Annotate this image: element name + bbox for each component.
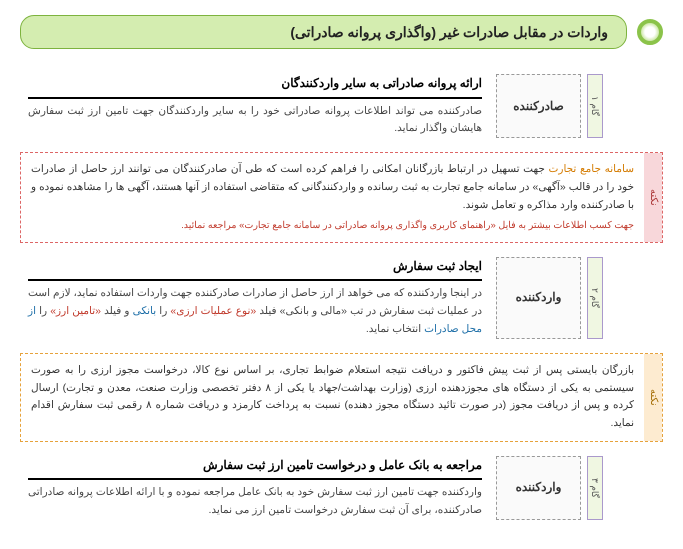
step-content: مراجعه به بانک عامل و درخواست تامین ارز … [20,456,490,520]
step-title: مراجعه به بانک عامل و درخواست تامین ارز … [28,456,482,480]
step-body: در اینجا واردکننده که می خواهد از ارز حا… [28,285,482,339]
step-role-box: واردکننده [496,257,581,339]
step-body: صادرکننده می تواند اطلاعات پروانه صادرات… [28,103,482,139]
step-content: ایجاد ثبت سفارش در اینجا واردکننده که می … [20,257,490,339]
step-body: واردکننده جهت تامین ارز ثبت سفارش خود به… [28,484,482,520]
header-bullet-icon [637,19,663,45]
step-row: گام ۲ واردکننده ایجاد ثبت سفارش در اینجا وا… [20,257,603,339]
note-tab: نکته [644,153,662,242]
step-number-tab: گام ۲ [587,257,603,339]
note-body: سامانه جامع تجارت جهت تسهیل در ارتباط با… [21,153,644,242]
step-title: ایجاد ثبت سفارش [28,257,482,281]
page-header: واردات در مقابل صادرات غیر (واگذاری پروا… [20,15,663,49]
note-tab: نکته [644,354,662,441]
step-number-tab: گام ۱ [587,74,603,138]
step-row: گام ۱صادرکنندهارائه پروانه صادراتی به سا… [20,74,603,138]
step-number-tab: گام ۳ [587,456,603,520]
note-body: بازرگان بایستی پس از ثبت پیش فاکتور و در… [21,354,644,441]
step-content: ارائه پروانه صادراتی به سایر واردکنندگان… [20,74,490,138]
step-row: گام ۳ واردکننده مراجعه به بانک عامل و درخو… [20,456,603,520]
page-title: واردات در مقابل صادرات غیر (واگذاری پروا… [20,15,627,49]
step-title: ارائه پروانه صادراتی به سایر واردکنندگان [28,74,482,98]
note-box: نکتهبازرگان بایستی پس از ثبت پیش فاکتور … [20,353,663,442]
step-role-box: صادرکننده [496,74,581,138]
content-flow: گام ۱صادرکنندهارائه پروانه صادراتی به سا… [20,74,663,520]
step-role-box: واردکننده [496,456,581,520]
note-box: نکتهسامانه جامع تجارت جهت تسهیل در ارتبا… [20,152,663,243]
